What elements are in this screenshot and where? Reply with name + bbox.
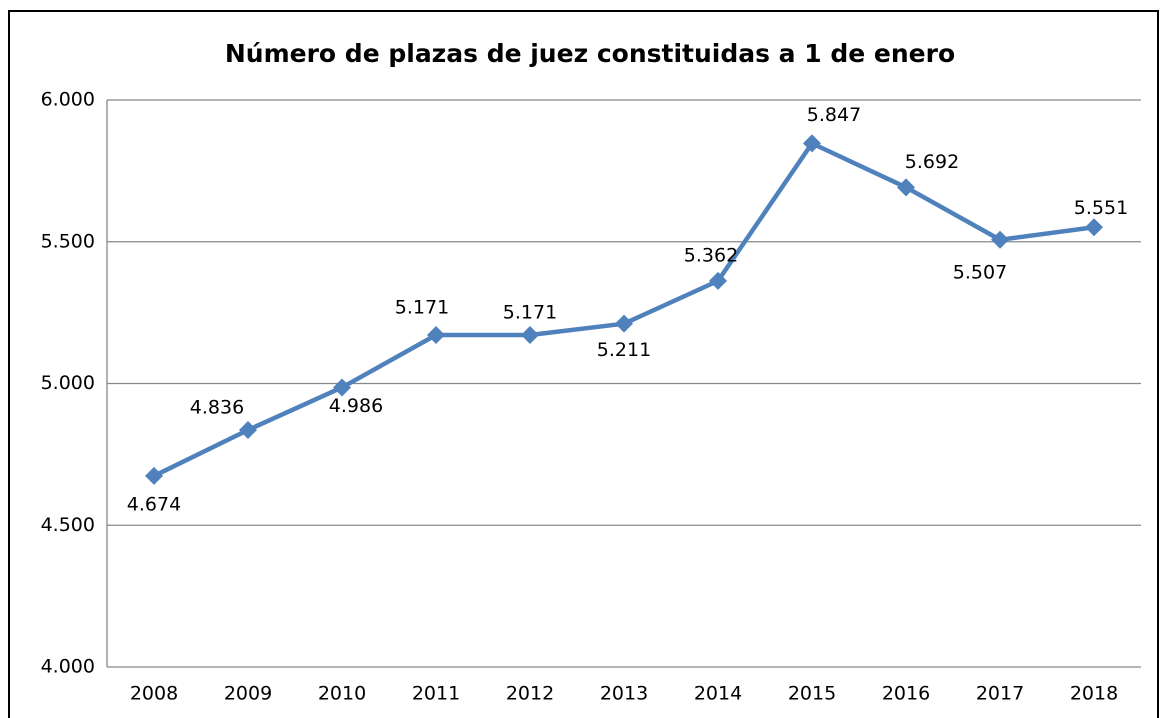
data-line bbox=[153, 141, 1095, 478]
data-marker bbox=[521, 326, 539, 345]
x-tick-label: 2015 bbox=[788, 683, 836, 705]
data-marker bbox=[427, 326, 445, 345]
data-label: 5.211 bbox=[597, 339, 651, 361]
data-label: 4.836 bbox=[190, 396, 244, 418]
data-label: 4.986 bbox=[329, 395, 383, 417]
data-label: 5.692 bbox=[905, 151, 959, 173]
x-tick-label: 2013 bbox=[600, 683, 648, 705]
y-tick-label: 6.000 bbox=[41, 89, 95, 111]
data-label: 5.507 bbox=[953, 261, 1007, 283]
data-marker bbox=[1085, 218, 1103, 237]
data-marker bbox=[709, 271, 727, 290]
x-tick-label: 2014 bbox=[694, 683, 742, 705]
x-tick-label: 2016 bbox=[882, 683, 930, 705]
x-tick-label: 2008 bbox=[130, 683, 178, 705]
data-label: 5.847 bbox=[807, 104, 861, 126]
y-tick-label: 4.500 bbox=[41, 514, 95, 536]
data-marker bbox=[333, 378, 351, 397]
data-label: 4.674 bbox=[127, 493, 181, 515]
data-marker bbox=[239, 420, 257, 439]
data-marker bbox=[897, 178, 915, 197]
x-tick-label: 2009 bbox=[224, 683, 272, 705]
x-tick-label: 2010 bbox=[318, 683, 366, 705]
x-tick-label: 2018 bbox=[1070, 683, 1118, 705]
data-marker bbox=[803, 134, 821, 153]
data-marker bbox=[991, 230, 1009, 249]
chart-title: Número de plazas de juez constituidas a … bbox=[225, 39, 955, 68]
chart-border bbox=[8, 10, 1159, 718]
y-tick-label: 5.000 bbox=[41, 372, 95, 394]
data-marker bbox=[615, 314, 633, 333]
data-label: 5.171 bbox=[395, 297, 449, 319]
x-tick-label: 2011 bbox=[412, 683, 460, 705]
x-tick-label: 2017 bbox=[976, 683, 1024, 705]
data-label: 5.171 bbox=[503, 302, 557, 324]
data-label: 5.551 bbox=[1074, 197, 1128, 219]
data-marker bbox=[145, 466, 163, 485]
y-tick-label: 4.000 bbox=[41, 656, 95, 678]
y-tick-label: 5.500 bbox=[41, 230, 95, 252]
data-label: 5.362 bbox=[684, 244, 738, 266]
x-tick-label: 2012 bbox=[506, 683, 554, 705]
